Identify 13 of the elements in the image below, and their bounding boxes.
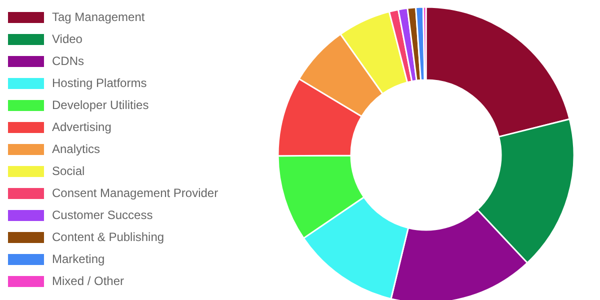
- legend-label: Analytics: [52, 142, 100, 156]
- legend-label: Social: [52, 164, 85, 178]
- legend-label: CDNs: [52, 54, 84, 68]
- legend-label: Advertising: [52, 120, 112, 134]
- legend-label: Developer Utilities: [52, 98, 149, 112]
- legend-label: Content & Publishing: [52, 230, 164, 244]
- legend-label: Tag Management: [52, 10, 145, 24]
- legend-label: Video: [52, 32, 82, 46]
- legend-label: Customer Success: [52, 208, 153, 222]
- legend-label: Consent Management Provider: [52, 186, 218, 200]
- legend-label: Marketing: [52, 252, 105, 266]
- legend-label: Hosting Platforms: [52, 76, 147, 90]
- legend-label: Mixed / Other: [52, 274, 124, 288]
